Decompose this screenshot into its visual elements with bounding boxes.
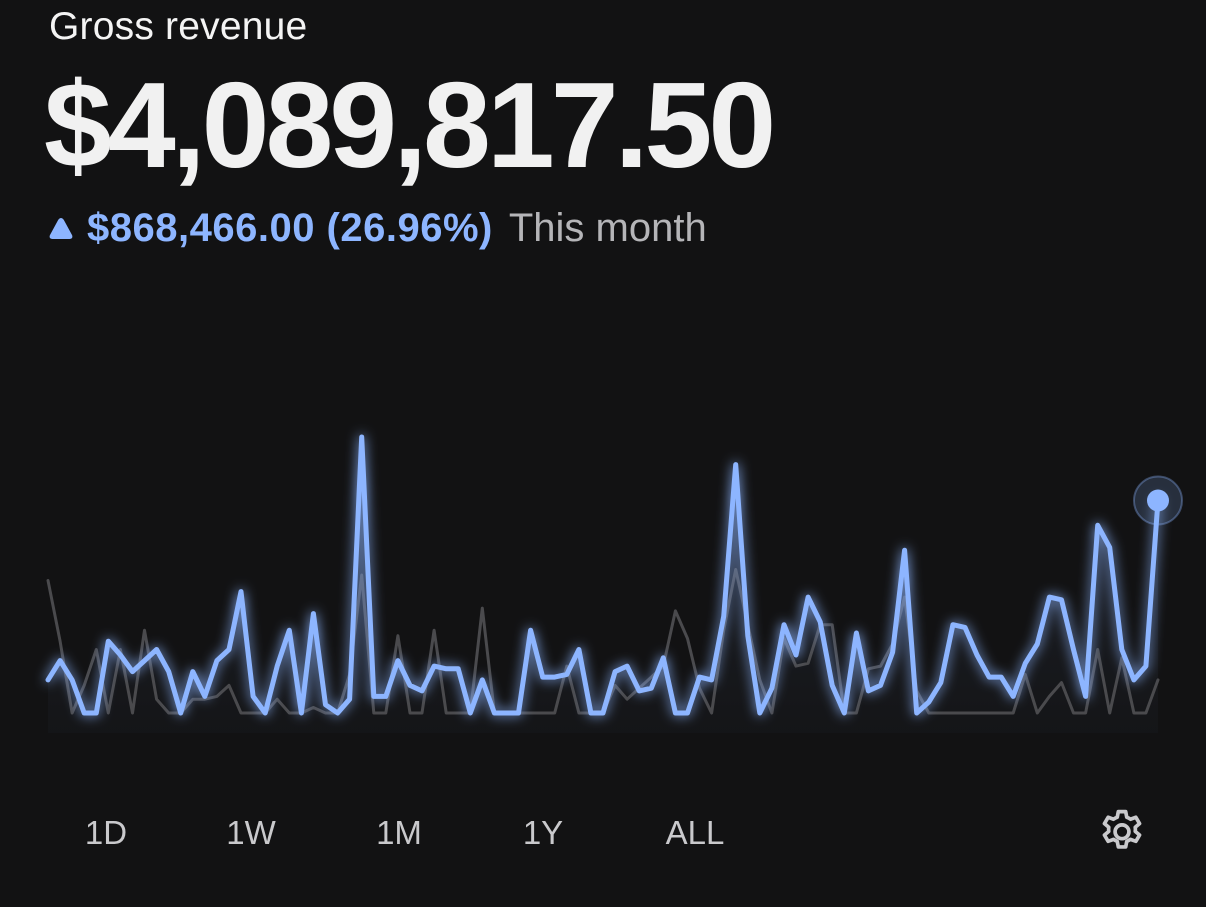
revenue-amount: $4,089,817.50: [44, 57, 776, 193]
range-1w-button[interactable]: 1W: [226, 814, 276, 851]
range-1m-button[interactable]: 1M: [376, 814, 422, 851]
series-line-current: [45, 434, 1161, 716]
time-range-selector: 1D 1W 1M 1Y ALL: [0, 805, 1206, 861]
triangle-up-icon: [49, 218, 73, 239]
chart-area-fill: [48, 437, 1158, 733]
range-1d-button[interactable]: 1D: [84, 814, 128, 851]
change-summary: $868,466.00 (26.96%) This month: [47, 203, 707, 253]
page-title: Gross revenue: [49, 5, 308, 48]
change-period-label: This month: [508, 205, 707, 250]
end-point-marker: [1147, 489, 1169, 512]
change-value: $868,466.00 (26.96%): [87, 205, 493, 250]
revenue-chart[interactable]: [0, 300, 1206, 760]
range-all-button[interactable]: ALL: [665, 814, 725, 851]
gear-icon[interactable]: [1096, 806, 1148, 858]
range-1y-button[interactable]: 1Y: [522, 814, 564, 851]
